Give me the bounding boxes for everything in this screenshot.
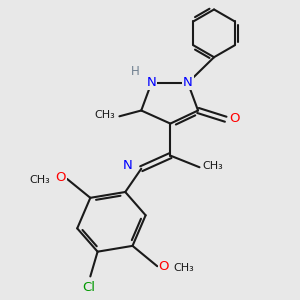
Text: N: N bbox=[183, 76, 193, 89]
Text: N: N bbox=[123, 159, 133, 172]
Text: Cl: Cl bbox=[82, 281, 95, 294]
Text: CH₃: CH₃ bbox=[202, 161, 223, 171]
Text: H: H bbox=[131, 65, 140, 78]
Text: O: O bbox=[159, 260, 169, 273]
Text: CH₃: CH₃ bbox=[94, 110, 115, 120]
Text: CH₃: CH₃ bbox=[29, 176, 50, 185]
Text: N: N bbox=[147, 76, 156, 89]
Text: O: O bbox=[229, 112, 240, 125]
Text: CH₃: CH₃ bbox=[173, 263, 194, 273]
Text: O: O bbox=[55, 171, 66, 184]
